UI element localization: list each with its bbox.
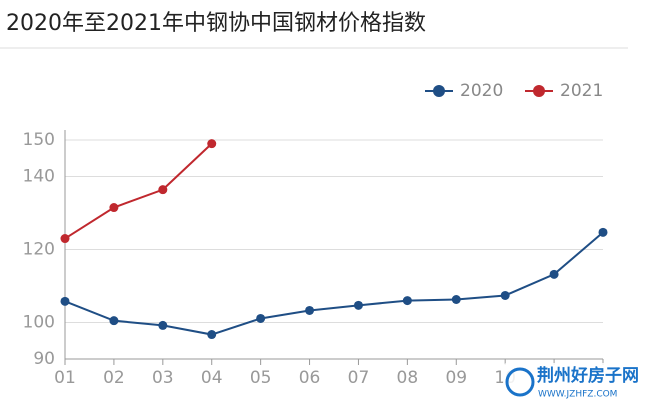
data-point [60, 234, 70, 244]
y-tick-label: 150 [23, 130, 55, 150]
x-tick-label: 03 [152, 368, 174, 388]
x-tick-label: 05 [250, 368, 272, 388]
data-point [256, 313, 266, 323]
data-point [305, 305, 315, 315]
data-point [451, 295, 461, 305]
data-point [207, 330, 217, 340]
y-tick-label: 100 [23, 313, 55, 333]
y-tick-label: 120 [23, 240, 55, 260]
x-tick-label: 09 [445, 368, 467, 388]
data-point [60, 296, 70, 306]
data-point [402, 296, 412, 306]
data-point [158, 320, 168, 330]
watermark-url: WWW.JZHFZ.COM [538, 390, 617, 400]
data-point [353, 300, 363, 310]
series-line [64, 231, 604, 336]
legend-marker [533, 85, 545, 97]
x-tick-label: 06 [299, 368, 321, 388]
legend-label: 2020 [460, 81, 503, 101]
x-tick-label: 04 [201, 368, 223, 388]
legend-label: 2021 [560, 81, 603, 101]
data-point [109, 203, 119, 213]
data-point [500, 290, 510, 300]
chart-title: 2020年至2021年中钢协中国钢材价格指数 [6, 11, 426, 36]
data-point [158, 185, 168, 195]
x-tick-label: 01 [54, 368, 76, 388]
data-point [207, 139, 217, 149]
watermark-name: 荆州好房子网 [537, 365, 639, 386]
x-tick-label: 02 [103, 368, 125, 388]
watermark-icon [505, 367, 535, 397]
y-tick-label: 90 [33, 349, 55, 369]
data-point [598, 227, 608, 237]
legend-marker [433, 85, 445, 97]
data-point [549, 269, 559, 279]
data-point [109, 316, 119, 326]
series-line [64, 142, 213, 240]
x-tick-label: 07 [348, 368, 370, 388]
y-tick-label: 140 [23, 167, 55, 187]
x-tick-label: 08 [397, 368, 419, 388]
watermark-bg [503, 363, 648, 401]
